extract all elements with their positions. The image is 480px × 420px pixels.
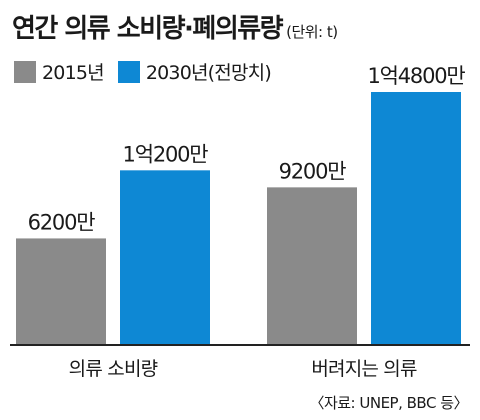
bar-consumption-2015 <box>16 238 106 344</box>
data-label-consumption-2030: 1억200만 <box>123 142 209 166</box>
data-label-discarded-2015: 9200만 <box>279 159 347 183</box>
bar-consumption-2030 <box>120 170 210 344</box>
chart-title: 연간 의류 소비량·폐의류량 <box>12 14 284 44</box>
bar-discarded-2015 <box>267 187 357 344</box>
data-label-consumption-2015: 6200만 <box>28 210 96 234</box>
source-note: 〈자료: UNEP, BBC 등〉 <box>309 394 468 412</box>
legend-item-2015: 2015년 <box>14 58 105 85</box>
unit-label: (단위: t) <box>286 23 338 41</box>
legend-swatch-2015 <box>14 60 36 83</box>
category-label-discarded: 버려지는 의류 <box>311 358 417 380</box>
legend-item-2030: 2030년(전망치) <box>117 58 272 85</box>
legend-label-2015: 2015년 <box>42 62 105 84</box>
bar-discarded-2030 <box>371 92 461 344</box>
category-label-consumption: 의류 소비량 <box>69 358 158 380</box>
data-label-discarded-2030: 1억4800만 <box>367 64 465 88</box>
legend-label-2030: 2030년(전망치) <box>145 62 272 84</box>
chart-header: 연간 의류 소비량·폐의류량 (단위: t) <box>12 8 338 45</box>
legend-swatch-2030 <box>117 60 140 83</box>
legend: 2015년 2030년(전망치) <box>14 58 285 85</box>
